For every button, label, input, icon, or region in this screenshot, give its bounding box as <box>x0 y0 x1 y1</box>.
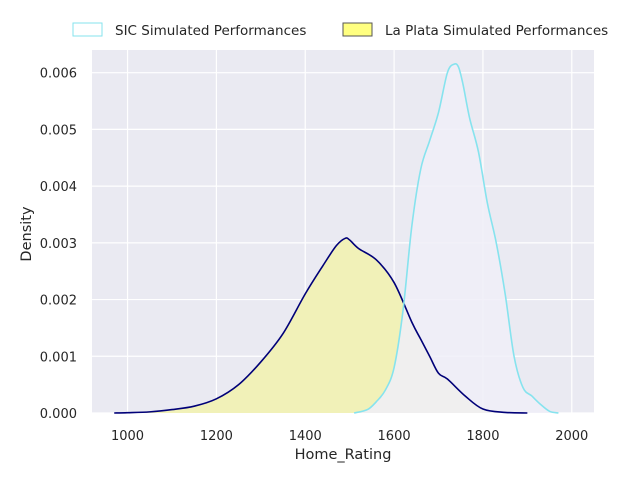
y-tick-label: 0.006 <box>40 67 77 82</box>
x-tick-label: 1200 <box>200 429 233 444</box>
legend-swatch-sic <box>72 22 103 37</box>
x-ticks: 1000 1200 1400 1600 1800 2000 <box>111 429 588 444</box>
x-axis-title: Home_Rating <box>295 447 392 463</box>
y-tick-label: 0.005 <box>40 123 77 138</box>
x-tick-label: 1800 <box>466 429 499 444</box>
x-tick-label: 2000 <box>555 429 588 444</box>
legend-swatch-la-plata <box>342 22 373 37</box>
y-ticks: 0.000 0.001 0.002 0.003 0.004 0.005 0.006 <box>40 67 77 422</box>
x-tick-label: 1000 <box>111 429 144 444</box>
y-axis-title: Density <box>19 206 35 262</box>
y-tick-label: 0.000 <box>40 407 77 422</box>
density-lines <box>114 62 559 414</box>
legend: SIC Simulated Performances La Plata Simu… <box>72 22 608 39</box>
density-line-la-plata <box>114 237 528 414</box>
x-tick-label: 1600 <box>378 429 411 444</box>
y-tick-label: 0.004 <box>40 180 77 195</box>
legend-label-sic: SIC Simulated Performances <box>115 23 306 39</box>
y-tick-label: 0.001 <box>40 350 77 365</box>
y-tick-label: 0.003 <box>40 237 77 252</box>
density-areas <box>114 63 559 413</box>
density-line-sic <box>353 62 559 414</box>
y-tick-label: 0.002 <box>40 294 77 309</box>
density-area-sic <box>354 63 559 413</box>
legend-label-la-plata: La Plata Simulated Performances <box>385 23 608 39</box>
x-tick-label: 1400 <box>289 429 322 444</box>
